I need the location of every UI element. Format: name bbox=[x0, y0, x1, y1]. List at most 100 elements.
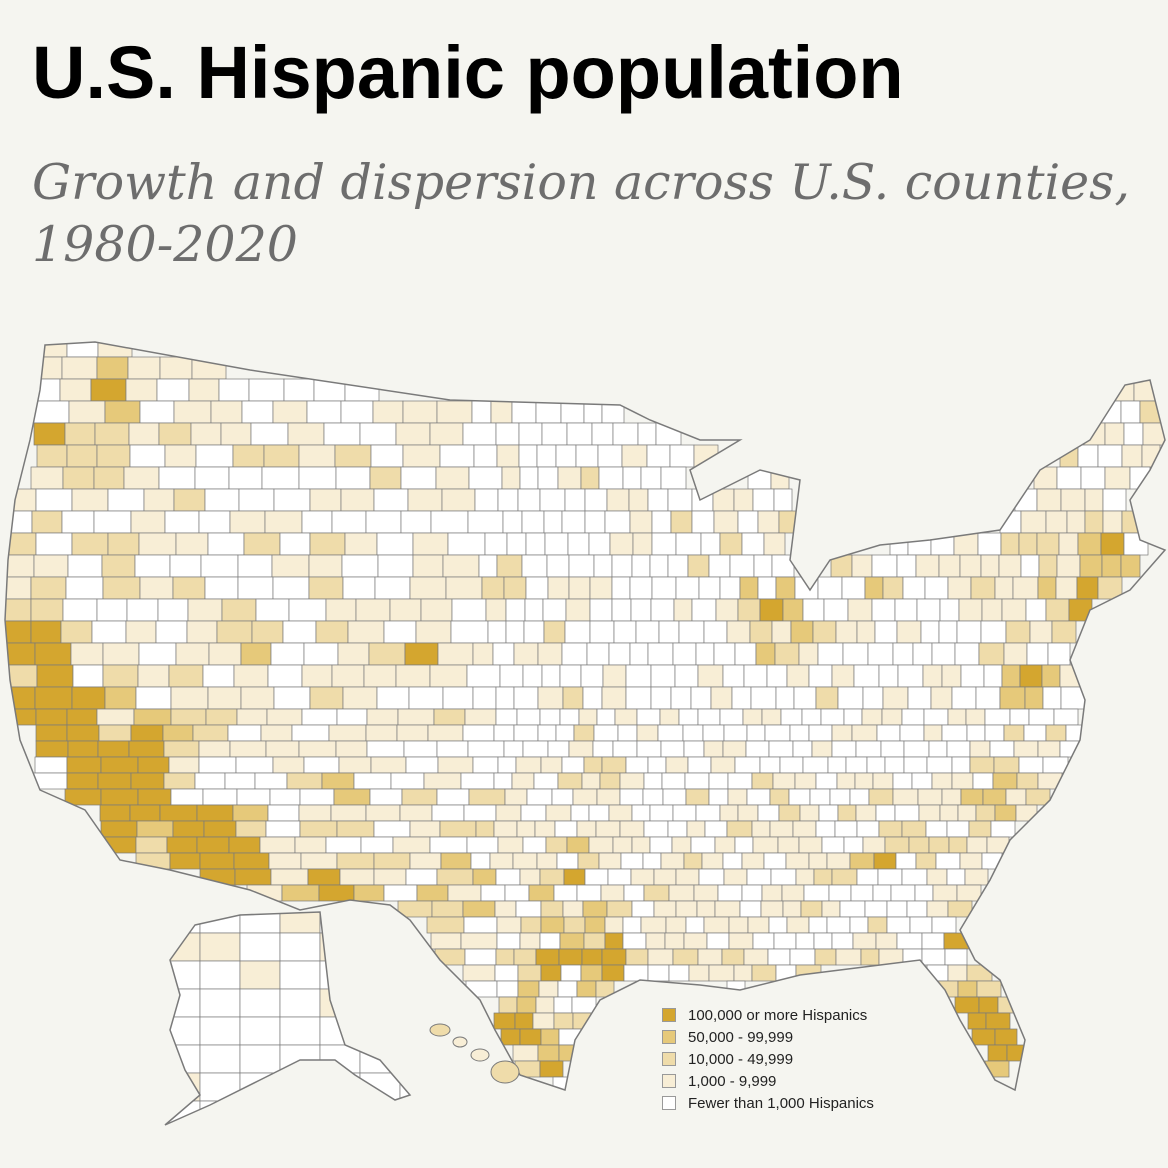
county bbox=[365, 724, 398, 742]
county bbox=[238, 488, 275, 512]
county bbox=[685, 916, 705, 934]
county bbox=[566, 422, 593, 446]
county bbox=[966, 724, 986, 742]
county bbox=[598, 852, 622, 870]
county bbox=[611, 576, 631, 600]
county bbox=[640, 466, 662, 490]
county bbox=[850, 884, 874, 902]
county bbox=[137, 756, 170, 774]
county bbox=[907, 686, 932, 710]
county bbox=[555, 724, 575, 742]
county bbox=[173, 400, 212, 424]
county bbox=[445, 576, 483, 600]
hawaii bbox=[429, 1023, 520, 1084]
county bbox=[521, 554, 548, 578]
county bbox=[764, 724, 791, 742]
county bbox=[462, 422, 497, 446]
county bbox=[336, 820, 375, 838]
county bbox=[535, 996, 555, 1014]
county bbox=[98, 724, 132, 742]
county bbox=[397, 708, 435, 726]
county bbox=[650, 664, 676, 688]
county bbox=[866, 756, 886, 774]
county bbox=[516, 820, 536, 838]
county bbox=[301, 708, 338, 726]
county bbox=[35, 740, 69, 758]
county bbox=[309, 686, 344, 710]
county bbox=[415, 620, 452, 644]
county bbox=[649, 554, 669, 578]
county bbox=[67, 740, 99, 758]
legend-item-10k: 10,000 - 49,999 bbox=[662, 1048, 874, 1070]
county bbox=[272, 400, 308, 424]
county bbox=[400, 466, 437, 490]
county bbox=[752, 836, 779, 854]
county bbox=[1009, 708, 1030, 726]
county bbox=[493, 820, 518, 838]
county bbox=[537, 686, 564, 710]
county bbox=[373, 868, 407, 886]
county bbox=[884, 756, 905, 774]
alaska-outline bbox=[164, 911, 412, 1126]
county bbox=[5, 554, 35, 578]
county bbox=[135, 836, 168, 854]
county bbox=[515, 900, 542, 918]
county bbox=[984, 724, 1005, 742]
county bbox=[766, 664, 788, 688]
county bbox=[298, 444, 336, 468]
county bbox=[60, 620, 93, 644]
county bbox=[915, 554, 940, 578]
county bbox=[757, 510, 780, 534]
county bbox=[642, 788, 664, 806]
county bbox=[947, 964, 968, 982]
county bbox=[957, 804, 977, 822]
county bbox=[703, 916, 730, 934]
county bbox=[168, 664, 204, 688]
county bbox=[137, 664, 170, 688]
county bbox=[207, 532, 245, 556]
legend-item-under-1k: Fewer than 1,000 Hispanics bbox=[662, 1092, 874, 1114]
county bbox=[1077, 444, 1099, 468]
county bbox=[70, 642, 104, 666]
county bbox=[130, 772, 165, 790]
county bbox=[355, 598, 391, 622]
county bbox=[909, 916, 933, 934]
county bbox=[673, 598, 693, 622]
county bbox=[537, 1044, 560, 1062]
county bbox=[555, 444, 577, 468]
borough bbox=[359, 960, 401, 990]
county bbox=[340, 488, 375, 512]
county bbox=[535, 400, 562, 424]
county bbox=[1060, 488, 1086, 512]
county bbox=[580, 964, 603, 982]
county bbox=[462, 964, 496, 982]
county bbox=[631, 900, 655, 918]
county bbox=[773, 932, 797, 950]
county bbox=[373, 488, 409, 512]
county bbox=[625, 686, 652, 710]
county bbox=[693, 884, 719, 902]
county bbox=[1037, 772, 1063, 790]
county bbox=[631, 804, 651, 822]
county bbox=[501, 466, 521, 490]
county bbox=[941, 788, 962, 806]
county bbox=[91, 620, 127, 644]
county bbox=[897, 664, 924, 688]
county bbox=[237, 554, 273, 578]
county bbox=[260, 724, 293, 742]
county bbox=[789, 948, 816, 966]
county bbox=[941, 664, 962, 688]
county bbox=[299, 820, 338, 838]
county bbox=[216, 620, 253, 644]
county bbox=[429, 836, 468, 854]
county bbox=[220, 422, 252, 446]
county bbox=[625, 664, 652, 688]
county bbox=[412, 532, 449, 556]
alaska bbox=[164, 911, 412, 1126]
county bbox=[867, 642, 894, 666]
county bbox=[243, 532, 281, 556]
county bbox=[134, 554, 171, 578]
county bbox=[746, 868, 772, 886]
county bbox=[794, 576, 819, 600]
county bbox=[753, 554, 773, 578]
